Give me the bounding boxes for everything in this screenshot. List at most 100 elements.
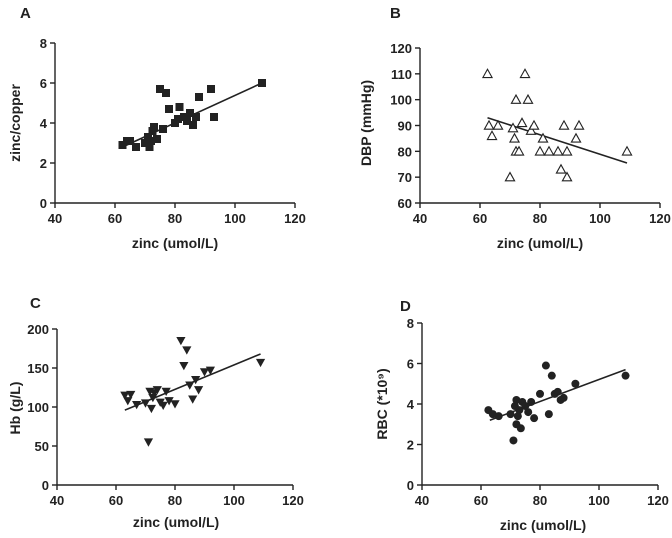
panel-d-data-point bbox=[524, 408, 533, 417]
panel-d-data-point bbox=[527, 397, 536, 406]
panel-c-y-tick-label: 0 bbox=[42, 478, 49, 493]
panel-b-data-point bbox=[525, 124, 537, 135]
panel-d-data-point bbox=[530, 414, 539, 423]
panel-c: C 40 60 80 100 120 0 50 100 150 200 zinc (umol/L)… bbox=[7, 295, 304, 530]
panel-c-data-point bbox=[161, 387, 171, 396]
panel-d-y-tick-label: 0 bbox=[407, 478, 414, 493]
panel-b-data-point bbox=[522, 93, 534, 104]
panel-c-data-point bbox=[194, 386, 204, 395]
panel-a-data-point bbox=[156, 85, 164, 93]
panel-d-data-point bbox=[513, 412, 522, 421]
panel-c-x-tick-label: 40 bbox=[50, 493, 64, 508]
panel-d-plot-area: 40 60 80 100 120 0 2 4 6 8 bbox=[407, 316, 669, 508]
panel-d-y-tick-label: 2 bbox=[407, 438, 414, 453]
panel-c-data-point bbox=[255, 358, 266, 368]
panel-d-y-tick-label: 6 bbox=[407, 357, 414, 372]
panel-c-y-axis-label: Hb (g/L) bbox=[7, 382, 23, 435]
panel-b-data-point bbox=[510, 93, 522, 104]
panel-b-y-tick-label: 90 bbox=[398, 119, 412, 134]
panel-d-data-point bbox=[509, 436, 518, 445]
panel-b-data-point bbox=[621, 145, 633, 156]
panel-b-data-point bbox=[492, 119, 504, 130]
panel-a-x-axis-label: zinc (umol/L) bbox=[132, 235, 218, 251]
panel-c-data-point bbox=[179, 361, 189, 371]
panel-d-data-point bbox=[571, 379, 580, 388]
panel-c-x-tick-label: 60 bbox=[109, 493, 123, 508]
panel-b-y-axis-label: DBP (mmHg) bbox=[358, 80, 374, 166]
panel-b-regression-line bbox=[487, 116, 628, 164]
panel-d-y-tick-label: 8 bbox=[407, 316, 414, 331]
panel-c-data-point bbox=[170, 400, 180, 409]
panel-a-data-point bbox=[175, 103, 184, 111]
panel-a-x-tick-label: 80 bbox=[168, 211, 182, 226]
panel-b-y-tick-label: 70 bbox=[398, 170, 412, 185]
panel-a-data-point bbox=[159, 125, 167, 133]
panel-a-letter: A bbox=[20, 5, 31, 22]
panel-a-data-point bbox=[192, 113, 200, 121]
panel-c-plot-area: 40 60 80 100 120 0 50 100 150 200 bbox=[27, 322, 304, 508]
panel-b-x-tick-label: 80 bbox=[533, 211, 547, 226]
panel-c-x-tick-label: 80 bbox=[168, 493, 182, 508]
panel-b-data-point bbox=[543, 145, 555, 156]
panel-b-data-point bbox=[519, 68, 531, 79]
panel-d-y-tick-label: 4 bbox=[407, 397, 415, 412]
panel-c-data-point bbox=[164, 397, 174, 406]
panel-b-x-tick-label: 120 bbox=[649, 211, 671, 226]
panel-c-data-point bbox=[158, 401, 168, 411]
panel-a-plot-area: 40 60 80 100 120 0 2 4 6 8 bbox=[40, 36, 306, 226]
panel-a-x-tick-label: 120 bbox=[284, 211, 306, 226]
panel-d-data-point bbox=[516, 424, 525, 433]
panel-c-data-point bbox=[148, 393, 158, 403]
panel-b-letter: B bbox=[390, 5, 401, 22]
panel-d-x-tick-label: 120 bbox=[647, 493, 669, 508]
panel-a-data-point bbox=[165, 105, 173, 113]
panel-d-data-point bbox=[536, 389, 544, 398]
panel-c-data-point bbox=[152, 386, 162, 395]
panel-b-data-point bbox=[528, 119, 540, 130]
panel-b-data-point bbox=[570, 132, 582, 143]
panel-a-data-point bbox=[145, 143, 154, 151]
panel-b-data-point bbox=[552, 145, 564, 156]
panel-b-y-tick-label: 110 bbox=[391, 67, 412, 82]
panel-b-data-point bbox=[513, 145, 525, 156]
panel-a-data-point bbox=[183, 117, 191, 125]
panel-c-data-point bbox=[205, 366, 215, 375]
panel-a-data-point bbox=[126, 137, 134, 145]
panel-a-y-tick-label: 4 bbox=[40, 116, 48, 131]
panel-b-data-point bbox=[561, 145, 573, 156]
panel-b-data-point bbox=[507, 122, 519, 133]
panel-c-x-tick-label: 120 bbox=[282, 493, 304, 508]
panel-c-data-point bbox=[199, 368, 210, 377]
panel-b-data-point bbox=[561, 171, 573, 182]
panel-d-data-point bbox=[515, 406, 524, 415]
panel-d-data-point bbox=[547, 371, 556, 380]
panel-c-y-tick-label: 50 bbox=[35, 439, 49, 454]
panel-a-data-point bbox=[118, 141, 127, 149]
panel-b-x-tick-label: 60 bbox=[473, 211, 487, 226]
panel-a-data-point bbox=[195, 93, 203, 101]
panel-d-x-tick-label: 100 bbox=[588, 493, 610, 508]
panel-c-y-tick-label: 150 bbox=[27, 361, 49, 376]
panel-c-x-axis-label: zinc (umol/L) bbox=[133, 514, 219, 530]
panel-b-data-point bbox=[555, 163, 567, 174]
panel-a-y-tick-label: 6 bbox=[40, 76, 47, 91]
panel-d-letter: D bbox=[400, 298, 411, 315]
panel-a-data-point bbox=[207, 85, 215, 93]
panel-b-data-point bbox=[481, 68, 494, 79]
panel-a-data-point bbox=[210, 113, 218, 121]
panel-c-data-point bbox=[191, 376, 201, 385]
panel-b-data-point bbox=[486, 130, 498, 141]
panel-d-x-tick-label: 60 bbox=[474, 493, 488, 508]
panel-a-data-point bbox=[132, 143, 140, 151]
panel-c-data-point bbox=[126, 390, 136, 400]
panel-c-y-tick-label: 200 bbox=[27, 322, 49, 337]
panel-c-data-point bbox=[185, 381, 195, 390]
panel-c-data-point bbox=[182, 346, 192, 355]
panel-b-x-tick-label: 100 bbox=[589, 211, 611, 226]
panel-b-x-axis-label: zinc (umol/L) bbox=[497, 235, 583, 251]
panel-a-y-tick-label: 8 bbox=[40, 36, 47, 51]
panel-c-data-point bbox=[120, 391, 130, 400]
panel-d-data-point bbox=[521, 402, 530, 411]
